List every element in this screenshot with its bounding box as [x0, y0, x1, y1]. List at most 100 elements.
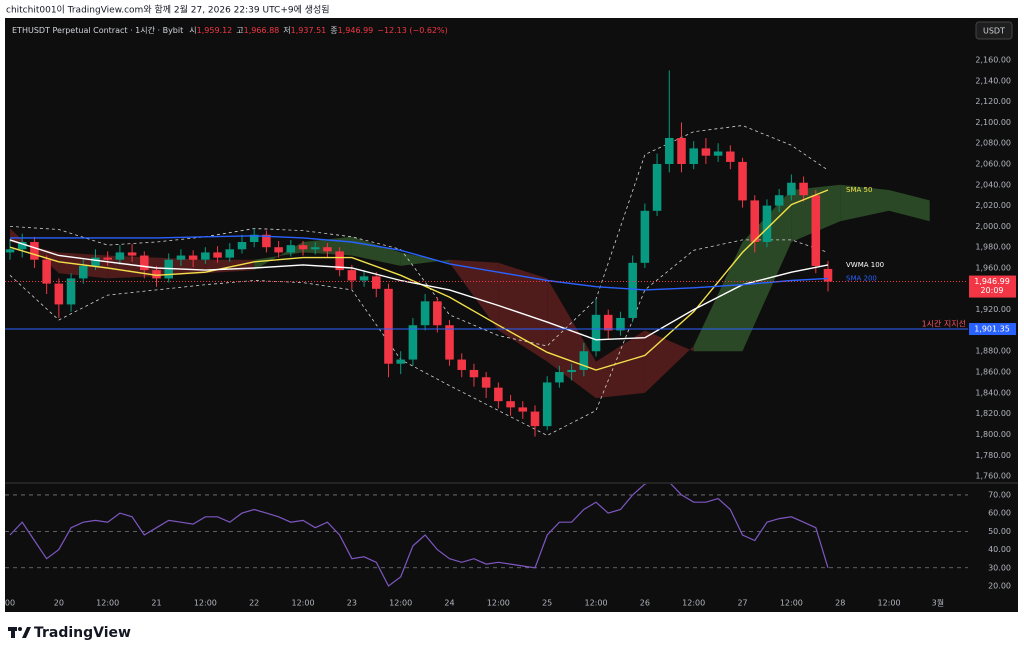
candle-body — [323, 247, 332, 252]
x-tick-label: 3월 — [932, 598, 944, 608]
candle-body — [481, 377, 491, 388]
candle-body — [237, 242, 247, 250]
candle-body — [335, 251, 344, 271]
candle-body — [225, 249, 235, 258]
currency-button[interactable] — [975, 21, 1013, 40]
candle-body — [262, 234, 271, 248]
candle-body — [811, 195, 821, 266]
candle-body — [310, 247, 320, 250]
y-tick-label: 2,060.00 — [975, 159, 1011, 168]
candle-body — [91, 257, 100, 266]
candle-body — [274, 247, 283, 253]
y-tick-label: 1,880.00 — [975, 347, 1011, 356]
candle-body — [677, 137, 686, 164]
candle-body — [457, 359, 467, 370]
y-tick-label: 2,100.00 — [975, 118, 1011, 127]
candle-body — [433, 301, 442, 326]
candle-body — [701, 148, 711, 156]
candle-body — [42, 259, 51, 284]
indicator-line — [9, 189, 829, 371]
x-tick-label: 27 — [737, 599, 747, 608]
indicator-label: SMA 50 — [846, 186, 872, 194]
y-tick-label: 2,080.00 — [975, 139, 1011, 148]
candle-body — [603, 314, 613, 331]
candle-body — [213, 252, 222, 258]
candle-body — [823, 268, 833, 282]
candle-body — [799, 182, 808, 196]
brand-name: TradingView — [34, 625, 131, 641]
x-tick-label: 12:00 — [291, 599, 314, 608]
x-tick-label: 20 — [54, 599, 64, 608]
candle-body — [555, 372, 564, 383]
y-tick-label: 1,820.00 — [975, 409, 1011, 418]
indicator-label: SMA 200 — [846, 274, 877, 282]
y-tick-label: 1,980.00 — [975, 243, 1011, 252]
close-value: 1,946.99 — [338, 26, 374, 35]
cloud-segment — [840, 184, 889, 222]
close-label: 종 — [330, 26, 337, 35]
y-tick-label: 2,020.00 — [975, 201, 1011, 210]
x-tick-label: 24 — [444, 599, 454, 608]
x-tick-label: 22 — [249, 599, 259, 608]
overlay: 1,760.00 1,780.00 1,800.00 1,820.00 1,840.00… — [5, 55, 1016, 608]
level-name: 1시간 지지선 — [922, 319, 966, 329]
candle-body — [652, 163, 662, 211]
rsi-line — [9, 484, 829, 587]
candle-body — [30, 242, 39, 260]
candle-body — [152, 270, 161, 279]
low-label: 저 — [283, 26, 290, 35]
y-tick-label: 2,040.00 — [975, 180, 1011, 189]
candle-body — [249, 234, 259, 243]
y-tick-label: 2,000.00 — [975, 222, 1011, 231]
low-value: 1,937.51 — [291, 26, 327, 35]
change-value: −12.13 (−0.62%) — [377, 26, 448, 35]
currency-label[interactable]: USDT — [983, 27, 1005, 36]
indicator-line — [9, 239, 829, 341]
x-tick-label: 12:00 — [96, 599, 119, 608]
candle-body — [665, 137, 674, 164]
level-price: 1,901.35 — [974, 325, 1010, 334]
candle-body — [445, 325, 454, 360]
candle-body — [713, 151, 723, 156]
y-tick-label: 1,800.00 — [975, 430, 1011, 439]
candle-body — [469, 369, 479, 378]
x-tick-label: 28 — [835, 599, 845, 608]
y-tick-label: 2,120.00 — [975, 97, 1011, 106]
candle-body — [787, 182, 796, 196]
candle-body — [750, 200, 760, 243]
open-value: 1,959.12 — [197, 26, 233, 35]
x-tick-label: 12:00 — [585, 599, 608, 608]
y-tick-label: 2,160.00 — [975, 55, 1011, 64]
candle-body — [372, 276, 381, 289]
candle-body — [506, 401, 515, 408]
candle-body — [616, 317, 625, 331]
cloud-segment — [400, 252, 450, 266]
y-tick-label: 1,920.00 — [975, 305, 1011, 314]
countdown: 20:09 — [980, 286, 1003, 295]
y-tick-label: 20.00 — [988, 581, 1011, 590]
y-tick-label: 40.00 — [988, 545, 1011, 554]
candle-body — [591, 314, 601, 352]
candle-body — [420, 301, 430, 326]
y-tick-label: 1,780.00 — [975, 451, 1011, 460]
open-label: 시 — [189, 26, 196, 35]
candle-body — [78, 265, 88, 279]
x-tick-label: 26 — [640, 599, 650, 608]
y-tick-label: 2,140.00 — [975, 76, 1011, 85]
candle-body — [628, 262, 637, 318]
brand-logo — [8, 627, 31, 638]
indicator-line — [10, 235, 829, 291]
chart-header: ETHUSDT Perpetual Contract · 1시간 · Bybit… — [12, 25, 448, 35]
candle-body — [115, 252, 125, 260]
y-tick-label: 1,840.00 — [975, 388, 1011, 397]
candle-body — [347, 270, 357, 281]
cloud-segment — [498, 262, 548, 362]
candle-body — [127, 252, 137, 256]
x-tick-label: 25 — [542, 599, 552, 608]
x-tick-label: 12:00 — [682, 599, 705, 608]
candle-body — [201, 252, 210, 260]
y-tick-label: 1,860.00 — [975, 368, 1011, 377]
price-panel — [5, 70, 930, 437]
y-tick-label: 50.00 — [988, 527, 1011, 536]
